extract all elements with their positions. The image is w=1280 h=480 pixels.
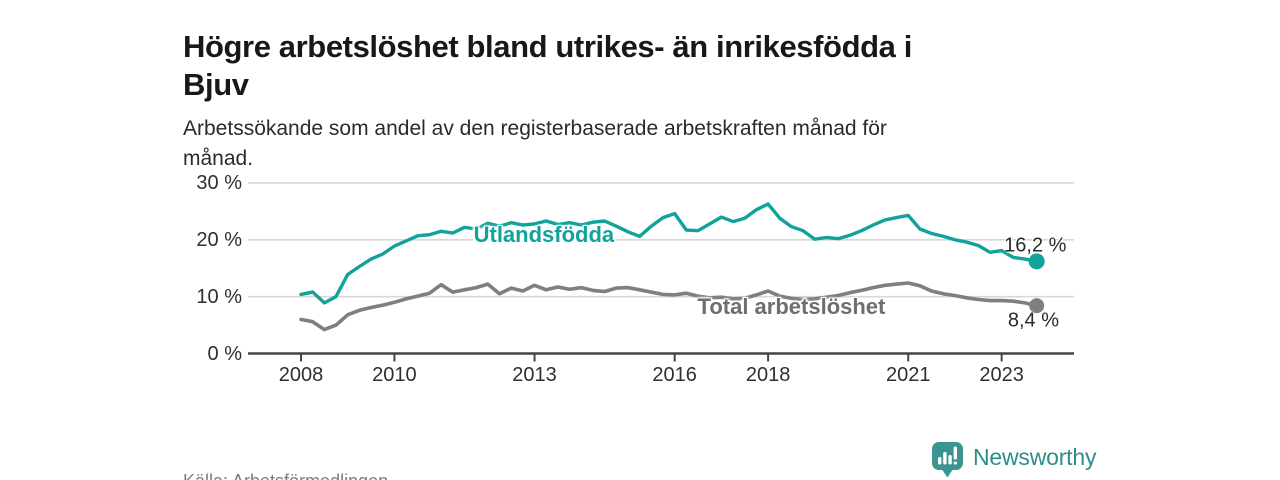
source-note: Källa: Arbetsförmedlingen: [183, 471, 388, 480]
chart-subtitle: Arbetssökande som andel av den registerb…: [183, 117, 887, 170]
end-dot-utlandsfodda: [1028, 253, 1045, 270]
line-utlandsfodda: [299, 202, 1039, 305]
newsworthy-logo: Newsworthy: [931, 441, 1096, 479]
chart-title: Högre arbetslöshet bland utrikes- än inr…: [183, 28, 912, 102]
line-total-arbetsloshet: [299, 281, 1039, 332]
end-dot-total-arbetsloshet: [1029, 298, 1045, 314]
newsworthy-wordmark: Newsworthy: [973, 444, 1097, 470]
newsworthy-speech-bubble-bar-chart-icon: [932, 442, 963, 478]
